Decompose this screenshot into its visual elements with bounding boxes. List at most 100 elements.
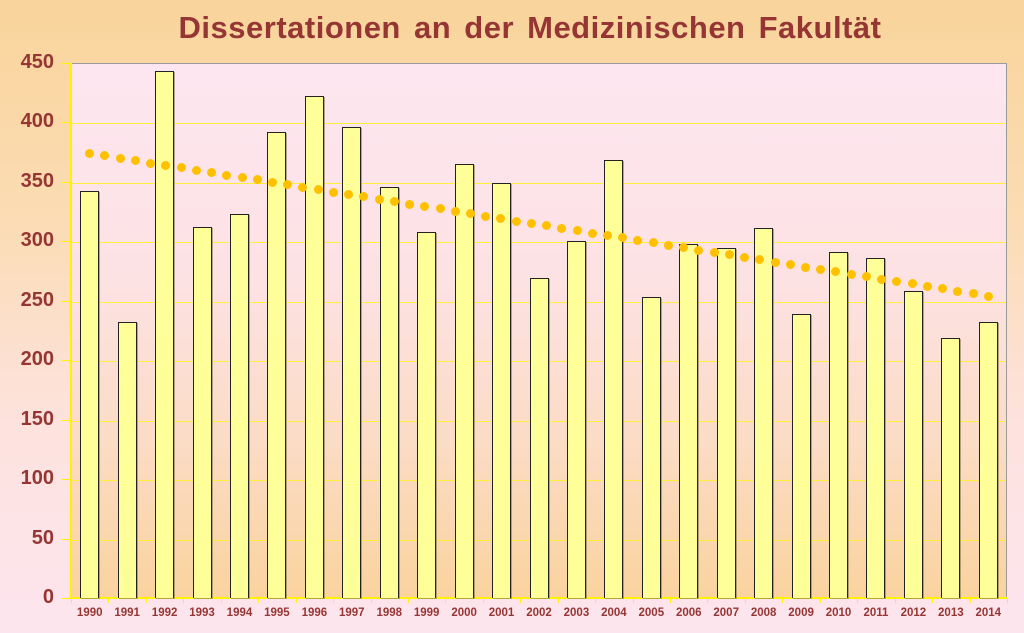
x-tick-label: 2005 (638, 607, 665, 619)
x-tick-label: 1992 (151, 607, 178, 619)
x-tick (71, 598, 72, 603)
trend-dot (298, 182, 308, 192)
chart-title: Dissertationen an der Medizinischen Faku… (178, 10, 882, 45)
trend-dot (420, 202, 430, 212)
x-tick (183, 598, 185, 603)
x-tick-label: 1994 (226, 607, 253, 619)
x-tick-label: 2014 (975, 607, 1002, 619)
trend-dot (283, 180, 293, 190)
bar-2014 (978, 322, 998, 598)
x-tick-label: 1991 (114, 607, 140, 619)
trend-dot (740, 252, 750, 262)
x-tick (557, 598, 559, 603)
bar-1992 (155, 71, 175, 598)
trend-dot (389, 197, 399, 207)
y-tick (62, 181, 71, 183)
x-tick-label: 2007 (713, 607, 739, 619)
y-tick (62, 300, 71, 302)
bar-2012 (903, 291, 923, 598)
x-tick (370, 598, 372, 603)
trend-dot (877, 274, 887, 284)
y-tick-label: 350 (20, 169, 54, 192)
bar-1998 (379, 186, 399, 598)
trend-dot (511, 216, 521, 226)
trend-dot (191, 165, 201, 175)
x-tick-label: 2010 (825, 607, 852, 619)
x-tick-label: 2006 (675, 607, 702, 619)
x-tick-label: 1990 (76, 607, 103, 619)
x-tick-label: 1998 (376, 607, 403, 619)
bar-1997 (342, 127, 362, 598)
x-tick (108, 598, 110, 603)
bar-1990 (80, 191, 100, 598)
trend-dot (861, 272, 871, 282)
trend-dot (542, 221, 552, 231)
trend-dot (922, 281, 932, 291)
trend-dot (557, 223, 567, 233)
y-tick (62, 63, 71, 64)
x-tick (482, 598, 484, 603)
x-tick (670, 598, 672, 603)
trend-dot (953, 286, 963, 296)
x-tick-label: 2001 (488, 607, 515, 619)
trend-dot (694, 245, 704, 255)
gridline (71, 123, 1006, 125)
trend-dot (100, 151, 110, 161)
trend-dot (724, 250, 734, 260)
trend-dot (115, 153, 125, 163)
x-tick (744, 598, 746, 603)
trend-dot (785, 260, 795, 270)
x-tick-label: 2013 (938, 607, 964, 619)
x-tick (969, 598, 971, 603)
y-tick (62, 122, 71, 124)
x-axis-line (70, 597, 1007, 599)
y-tick-label: 0 (42, 586, 54, 608)
x-tick (333, 598, 335, 603)
x-tick-label: 1993 (189, 607, 215, 619)
bar-1994 (229, 213, 249, 598)
x-tick (407, 598, 409, 603)
bar-2004 (604, 160, 624, 598)
x-tick (520, 598, 522, 603)
trend-dot (313, 185, 323, 195)
x-tick-label: 1999 (413, 607, 440, 619)
x-tick-label: 1996 (301, 607, 328, 619)
x-tick (632, 598, 634, 603)
x-tick (782, 598, 784, 603)
trend-dot (801, 262, 811, 272)
x-tick (220, 598, 222, 603)
trend-dot (161, 160, 171, 170)
trend-dot (237, 173, 247, 183)
x-tick-label: 1995 (264, 607, 290, 619)
trend-dot (968, 289, 978, 299)
x-tick-label: 2003 (563, 607, 590, 619)
x-tick (707, 598, 709, 603)
bar-2003 (566, 241, 586, 598)
trend-dot (526, 218, 536, 228)
x-tick-label: 1997 (339, 607, 365, 619)
y-tick-label: 250 (20, 288, 54, 311)
trend-dot (648, 238, 658, 248)
trend-dot (435, 204, 445, 214)
x-tick (295, 598, 297, 603)
trend-dot (587, 228, 597, 238)
bar-2000 (454, 164, 474, 598)
trend-dot (359, 192, 369, 202)
gridline (71, 182, 1006, 184)
trend-dot (663, 240, 673, 250)
y-tick (62, 479, 71, 481)
x-tick-label: 2008 (750, 607, 777, 619)
x-tick-label: 2011 (863, 607, 889, 619)
x-tick (894, 598, 896, 603)
trend-dot (328, 187, 338, 197)
x-tick (857, 598, 859, 603)
trend-dot (496, 214, 506, 224)
x-tick (145, 598, 147, 603)
y-tick-label: 100 (20, 467, 54, 490)
bar-2002 (529, 278, 549, 598)
y-tick (62, 538, 71, 540)
x-tick-label: 2009 (788, 607, 814, 619)
trend-dot (405, 199, 415, 209)
trend-dot (222, 170, 232, 180)
trend-dot (633, 235, 643, 245)
